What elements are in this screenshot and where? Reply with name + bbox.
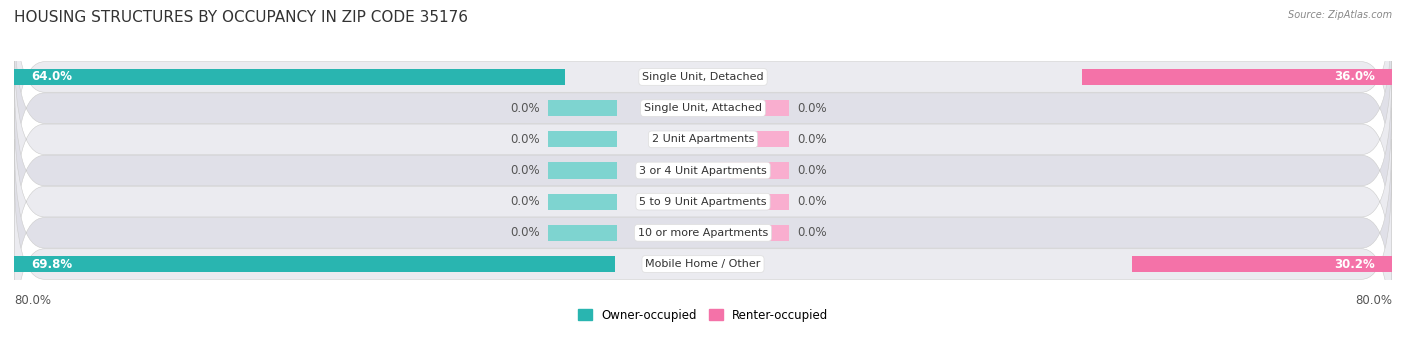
Text: 64.0%: 64.0% <box>31 71 72 84</box>
Text: 0.0%: 0.0% <box>510 164 540 177</box>
Text: 3 or 4 Unit Apartments: 3 or 4 Unit Apartments <box>640 165 766 176</box>
Bar <box>548 225 617 241</box>
FancyBboxPatch shape <box>14 45 1392 233</box>
Text: HOUSING STRUCTURES BY OCCUPANCY IN ZIP CODE 35176: HOUSING STRUCTURES BY OCCUPANCY IN ZIP C… <box>14 10 468 25</box>
Bar <box>720 131 789 147</box>
Text: Source: ZipAtlas.com: Source: ZipAtlas.com <box>1288 10 1392 20</box>
Text: 0.0%: 0.0% <box>510 102 540 115</box>
Text: 2 Unit Apartments: 2 Unit Apartments <box>652 134 754 144</box>
Bar <box>548 131 617 147</box>
Text: 0.0%: 0.0% <box>510 195 540 208</box>
Text: 69.8%: 69.8% <box>31 257 72 270</box>
FancyBboxPatch shape <box>14 170 1392 341</box>
Text: 0.0%: 0.0% <box>797 195 827 208</box>
Text: Single Unit, Detached: Single Unit, Detached <box>643 72 763 82</box>
Text: 0.0%: 0.0% <box>797 226 827 239</box>
Bar <box>548 162 617 179</box>
Text: 0.0%: 0.0% <box>797 102 827 115</box>
Text: 10 or more Apartments: 10 or more Apartments <box>638 228 768 238</box>
Bar <box>1132 256 1392 272</box>
Text: 5 to 9 Unit Apartments: 5 to 9 Unit Apartments <box>640 197 766 207</box>
Bar <box>720 225 789 241</box>
Text: 30.2%: 30.2% <box>1334 257 1375 270</box>
Bar <box>548 100 617 116</box>
Bar <box>720 100 789 116</box>
Bar <box>14 69 565 85</box>
Bar <box>14 256 616 272</box>
Bar <box>720 194 789 210</box>
FancyBboxPatch shape <box>14 0 1392 171</box>
Bar <box>720 162 789 179</box>
Text: 80.0%: 80.0% <box>14 294 51 307</box>
Text: Mobile Home / Other: Mobile Home / Other <box>645 259 761 269</box>
FancyBboxPatch shape <box>14 108 1392 296</box>
Text: 0.0%: 0.0% <box>510 133 540 146</box>
Text: 0.0%: 0.0% <box>797 164 827 177</box>
Text: 36.0%: 36.0% <box>1334 71 1375 84</box>
Legend: Owner-occupied, Renter-occupied: Owner-occupied, Renter-occupied <box>578 309 828 322</box>
Text: 0.0%: 0.0% <box>797 133 827 146</box>
FancyBboxPatch shape <box>14 14 1392 202</box>
Bar <box>548 194 617 210</box>
FancyBboxPatch shape <box>14 139 1392 327</box>
Text: 0.0%: 0.0% <box>510 226 540 239</box>
FancyBboxPatch shape <box>14 77 1392 264</box>
Text: 80.0%: 80.0% <box>1355 294 1392 307</box>
Text: Single Unit, Attached: Single Unit, Attached <box>644 103 762 113</box>
Bar <box>1083 69 1392 85</box>
